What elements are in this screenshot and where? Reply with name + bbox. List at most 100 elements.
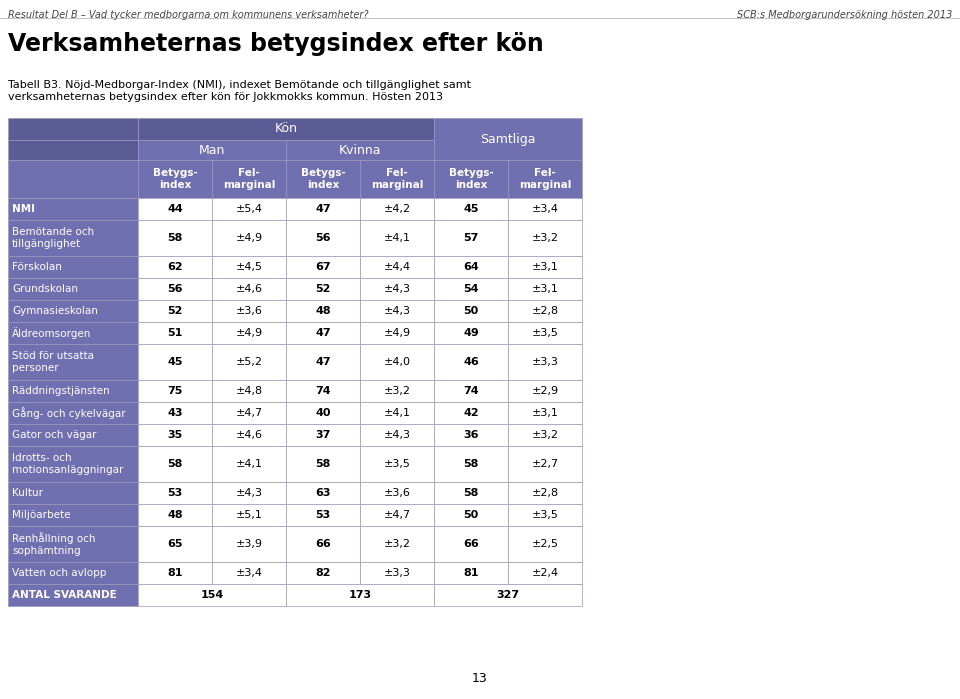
Text: ±3,6: ±3,6 bbox=[235, 306, 262, 316]
Bar bbox=[212, 504, 286, 526]
Bar bbox=[138, 402, 212, 424]
Text: ±5,2: ±5,2 bbox=[235, 357, 262, 367]
Text: ±3,2: ±3,2 bbox=[532, 233, 559, 243]
Bar bbox=[286, 300, 360, 322]
Bar bbox=[212, 344, 286, 380]
Text: 52: 52 bbox=[167, 306, 182, 316]
Bar bbox=[138, 446, 212, 482]
Bar bbox=[508, 446, 582, 482]
Bar bbox=[138, 300, 212, 322]
Text: 49: 49 bbox=[463, 328, 479, 338]
Bar bbox=[360, 198, 434, 220]
Bar bbox=[138, 220, 212, 256]
Text: 51: 51 bbox=[167, 328, 182, 338]
Text: Resultat Del B – Vad tycker medborgarna om kommunens verksamheter?: Resultat Del B – Vad tycker medborgarna … bbox=[8, 10, 369, 20]
Bar bbox=[8, 160, 138, 198]
Text: 74: 74 bbox=[315, 386, 331, 396]
Text: Tabell B3. Nöjd-Medborgar-Index (NMI), indexet Bemötande och tillgänglighet samt: Tabell B3. Nöjd-Medborgar-Index (NMI), i… bbox=[8, 80, 471, 101]
Text: ±4,9: ±4,9 bbox=[235, 233, 263, 243]
Bar bbox=[508, 402, 582, 424]
Text: ±3,1: ±3,1 bbox=[532, 262, 559, 272]
Text: 13: 13 bbox=[472, 672, 488, 685]
Bar bbox=[434, 402, 508, 424]
Text: 53: 53 bbox=[167, 488, 182, 498]
Bar bbox=[8, 446, 138, 482]
Bar bbox=[212, 278, 286, 300]
Bar bbox=[434, 504, 508, 526]
Text: ±3,9: ±3,9 bbox=[235, 539, 262, 549]
Bar bbox=[434, 380, 508, 402]
Bar bbox=[360, 482, 434, 504]
Bar bbox=[360, 256, 434, 278]
Bar bbox=[138, 140, 286, 160]
Bar bbox=[360, 424, 434, 446]
Text: ±2,4: ±2,4 bbox=[532, 568, 559, 578]
Bar bbox=[434, 256, 508, 278]
Bar bbox=[212, 526, 286, 562]
Bar bbox=[8, 584, 138, 606]
Text: 47: 47 bbox=[315, 328, 331, 338]
Text: ±3,3: ±3,3 bbox=[384, 568, 411, 578]
Bar bbox=[360, 526, 434, 562]
Bar bbox=[286, 256, 360, 278]
Bar bbox=[212, 198, 286, 220]
Bar bbox=[212, 424, 286, 446]
Bar bbox=[434, 278, 508, 300]
Text: ±4,3: ±4,3 bbox=[235, 488, 262, 498]
Bar bbox=[286, 198, 360, 220]
Text: 67: 67 bbox=[315, 262, 331, 272]
Text: Renhållning och
sophämtning: Renhållning och sophämtning bbox=[12, 532, 95, 556]
Text: 62: 62 bbox=[167, 262, 182, 272]
Bar bbox=[286, 526, 360, 562]
Text: ±3,1: ±3,1 bbox=[532, 408, 559, 418]
Bar bbox=[138, 278, 212, 300]
Text: ±5,4: ±5,4 bbox=[235, 204, 262, 214]
Bar bbox=[434, 198, 508, 220]
Text: Fel-
marginal: Fel- marginal bbox=[223, 168, 276, 190]
Text: ±4,3: ±4,3 bbox=[383, 284, 411, 294]
Text: 74: 74 bbox=[463, 386, 479, 396]
Text: 58: 58 bbox=[464, 488, 479, 498]
Bar bbox=[286, 380, 360, 402]
Bar bbox=[286, 140, 434, 160]
Text: ±4,1: ±4,1 bbox=[383, 233, 411, 243]
Bar bbox=[286, 584, 434, 606]
Bar bbox=[508, 504, 582, 526]
Bar bbox=[138, 526, 212, 562]
Text: Gymnasieskolan: Gymnasieskolan bbox=[12, 306, 98, 316]
Bar bbox=[8, 482, 138, 504]
Bar bbox=[212, 402, 286, 424]
Text: 50: 50 bbox=[464, 306, 479, 316]
Bar bbox=[8, 526, 138, 562]
Bar bbox=[8, 278, 138, 300]
Text: ±3,4: ±3,4 bbox=[235, 568, 262, 578]
Text: 173: 173 bbox=[348, 590, 372, 600]
Bar bbox=[434, 482, 508, 504]
Text: NMI: NMI bbox=[12, 204, 35, 214]
Text: 45: 45 bbox=[464, 204, 479, 214]
Text: ±3,3: ±3,3 bbox=[532, 357, 559, 367]
Text: 47: 47 bbox=[315, 204, 331, 214]
Text: 50: 50 bbox=[464, 510, 479, 520]
Text: ±4,9: ±4,9 bbox=[383, 328, 411, 338]
Text: Fel-
marginal: Fel- marginal bbox=[518, 168, 571, 190]
Bar bbox=[360, 278, 434, 300]
Bar bbox=[212, 160, 286, 198]
Bar bbox=[138, 584, 286, 606]
Bar bbox=[212, 220, 286, 256]
Text: 64: 64 bbox=[463, 262, 479, 272]
Bar bbox=[138, 256, 212, 278]
Bar bbox=[360, 446, 434, 482]
Text: Gator och vägar: Gator och vägar bbox=[12, 430, 97, 440]
Text: 44: 44 bbox=[167, 204, 182, 214]
Bar bbox=[286, 278, 360, 300]
Text: ±4,6: ±4,6 bbox=[235, 284, 262, 294]
Bar bbox=[286, 504, 360, 526]
Bar bbox=[8, 198, 138, 220]
Text: ±3,2: ±3,2 bbox=[532, 430, 559, 440]
Text: ±4,7: ±4,7 bbox=[383, 510, 411, 520]
Bar bbox=[138, 322, 212, 344]
Text: ±2,8: ±2,8 bbox=[532, 306, 559, 316]
Text: 81: 81 bbox=[464, 568, 479, 578]
Bar bbox=[434, 562, 508, 584]
